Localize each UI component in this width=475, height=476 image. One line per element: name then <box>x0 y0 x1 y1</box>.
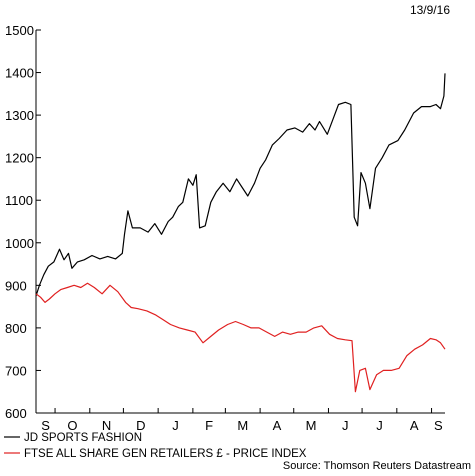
series-line-2 <box>35 282 446 393</box>
y-tick-label: 1300 <box>5 108 34 123</box>
x-tick-label: S <box>434 418 443 433</box>
y-tick-label: 900 <box>5 278 27 293</box>
x-tick-label: D <box>136 418 145 433</box>
x-tick-label: M <box>306 418 317 433</box>
y-tick-label: 1000 <box>5 236 34 251</box>
x-tick-label: J <box>172 418 179 433</box>
legend: JD SPORTS FASHION FTSE ALL SHARE GEN RETA… <box>4 432 307 460</box>
x-tick-label: F <box>205 418 213 433</box>
source-label: Source: Thomson Reuters Datastream <box>283 460 471 472</box>
x-tick-label: S <box>41 418 50 433</box>
y-tick-label: 1200 <box>5 151 34 166</box>
y-tick-label: 1500 <box>5 23 34 38</box>
x-tick-label: J <box>376 418 383 433</box>
y-tick-label: 600 <box>5 406 27 421</box>
y-tick-label: 800 <box>5 321 27 336</box>
y-tick-label: 1400 <box>5 66 34 81</box>
plot-area: 600 700 800 900 1000 1100 1200 1300 1400 1500 S O N D… <box>5 23 446 433</box>
x-tick-label: A <box>273 418 282 433</box>
y-tick-label: 700 <box>5 363 27 378</box>
y-tick-label: 1100 <box>5 193 33 208</box>
legend-label-1: JD SPORTS FASHION <box>24 432 142 444</box>
x-tick-label: A <box>410 418 419 433</box>
series-line-1 <box>35 73 446 297</box>
x-tick-label: J <box>342 418 349 433</box>
x-tick-label: N <box>102 418 111 433</box>
date-label: 13/9/16 <box>410 3 450 17</box>
x-tick-label: M <box>237 418 248 433</box>
legend-label-2: FTSE ALL SHARE GEN RETAILERS £ - PRICE I… <box>24 448 307 460</box>
x-tick-label: O <box>67 418 77 433</box>
